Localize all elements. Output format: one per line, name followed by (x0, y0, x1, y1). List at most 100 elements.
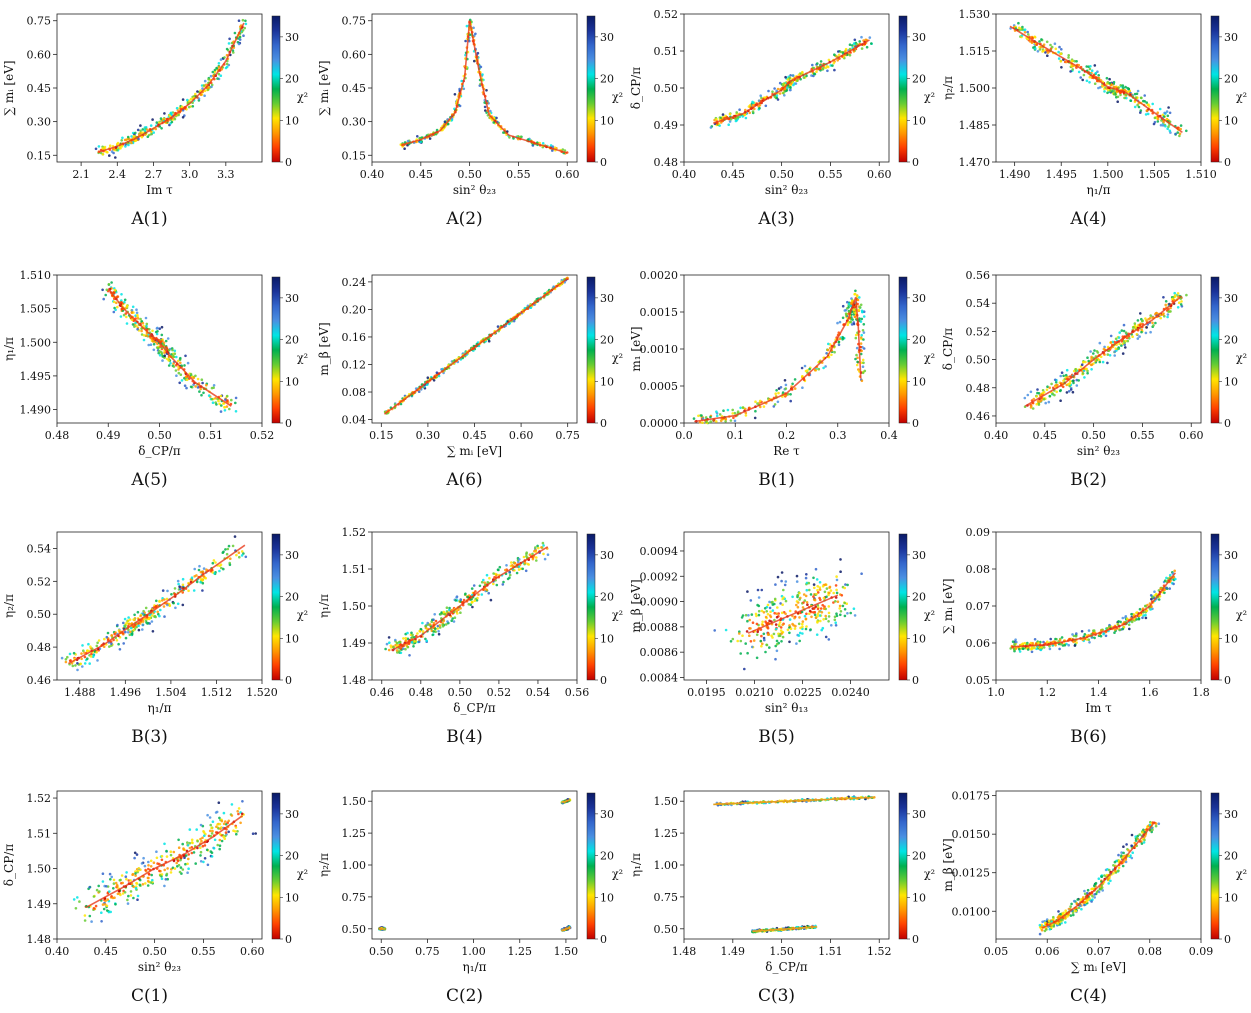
data-point (83, 662, 87, 665)
data-point (124, 875, 128, 878)
data-point (1099, 634, 1103, 638)
data-point (1136, 103, 1139, 107)
data-point (1048, 394, 1052, 398)
data-point (477, 593, 480, 596)
data-point (862, 338, 865, 341)
data-point (528, 553, 532, 556)
data-point (755, 656, 759, 660)
data-point (853, 293, 856, 296)
data-point (1105, 76, 1109, 80)
data-point (160, 854, 164, 858)
data-point (828, 591, 831, 595)
data-point (482, 578, 485, 582)
data-point (144, 606, 148, 610)
data-point (815, 633, 819, 636)
data-point (228, 37, 231, 41)
data-point (841, 316, 845, 320)
data-point (81, 665, 84, 668)
data-point (200, 393, 203, 397)
data-point (234, 401, 237, 405)
data-point (501, 583, 505, 586)
colorbar-tick-label: 30 (1224, 292, 1238, 305)
data-point (233, 31, 237, 35)
y-tick-label: 0.0092 (640, 570, 679, 583)
data-point (792, 83, 795, 87)
data-point (404, 636, 408, 640)
data-point (1073, 59, 1076, 63)
data-point (1157, 598, 1161, 601)
data-point (222, 567, 225, 571)
data-point (745, 630, 749, 633)
data-point (1139, 312, 1142, 315)
data-point (817, 591, 820, 594)
data-point (133, 856, 136, 860)
data-point (201, 581, 205, 585)
data-point (835, 575, 838, 578)
data-point (195, 828, 198, 831)
data-point (839, 50, 843, 54)
data-point (187, 105, 191, 109)
data-point (165, 346, 168, 349)
data-point (1101, 360, 1105, 364)
data-point (399, 647, 402, 650)
data-point (827, 615, 831, 618)
data-point (852, 42, 856, 45)
data-point (242, 34, 245, 37)
data-point (774, 392, 777, 396)
data-point (417, 390, 421, 394)
data-point (844, 312, 848, 316)
data-point (110, 875, 113, 879)
data-point (1085, 79, 1089, 83)
data-point (1151, 596, 1154, 599)
data-point (783, 583, 787, 587)
data-point (1139, 96, 1143, 100)
data-point (779, 626, 783, 629)
data-point (782, 588, 785, 592)
data-point (458, 104, 462, 108)
x-tick-label: 0.52 (487, 686, 512, 699)
data-point (130, 135, 133, 138)
data-point (1071, 379, 1074, 383)
y-tick-label: 0.0005 (640, 380, 679, 393)
data-point (134, 139, 137, 142)
x-tick-label: 0.4 (880, 429, 898, 442)
y-tick-label: 0.15 (342, 149, 367, 162)
data-point (1135, 611, 1138, 615)
data-point (1132, 325, 1135, 329)
colorbar-tick-label: 30 (912, 549, 926, 562)
data-point (1033, 638, 1037, 641)
data-point (181, 583, 185, 587)
x-tick-label: 0.48 (45, 429, 70, 442)
data-point (806, 603, 809, 606)
data-point (97, 145, 101, 148)
data-point (762, 405, 766, 408)
colorbar-label: χ² (612, 91, 623, 104)
data-point (126, 631, 130, 634)
data-point (123, 298, 127, 302)
data-point (101, 147, 105, 150)
data-point (203, 857, 207, 860)
y-axis-label: η₁/π (317, 594, 331, 618)
data-point (1059, 52, 1063, 56)
y-tick-label: 1.48 (342, 674, 367, 687)
data-point (1029, 406, 1033, 409)
data-point (697, 414, 700, 418)
data-point (791, 382, 794, 386)
data-point (206, 863, 210, 867)
colorbar (271, 15, 281, 163)
data-point (1126, 339, 1130, 343)
data-point (163, 354, 166, 358)
data-point (1123, 341, 1126, 345)
data-point (1042, 49, 1045, 52)
data-point (142, 338, 146, 342)
data-point (64, 658, 68, 661)
data-point (791, 595, 794, 599)
data-point (166, 589, 169, 593)
data-point (171, 354, 175, 358)
data-point (212, 559, 216, 562)
colorbar-label: χ² (612, 609, 623, 622)
data-point (1121, 627, 1125, 631)
data-point (855, 353, 858, 357)
y-tick-label: 0.48 (27, 641, 52, 654)
data-point (812, 583, 816, 586)
